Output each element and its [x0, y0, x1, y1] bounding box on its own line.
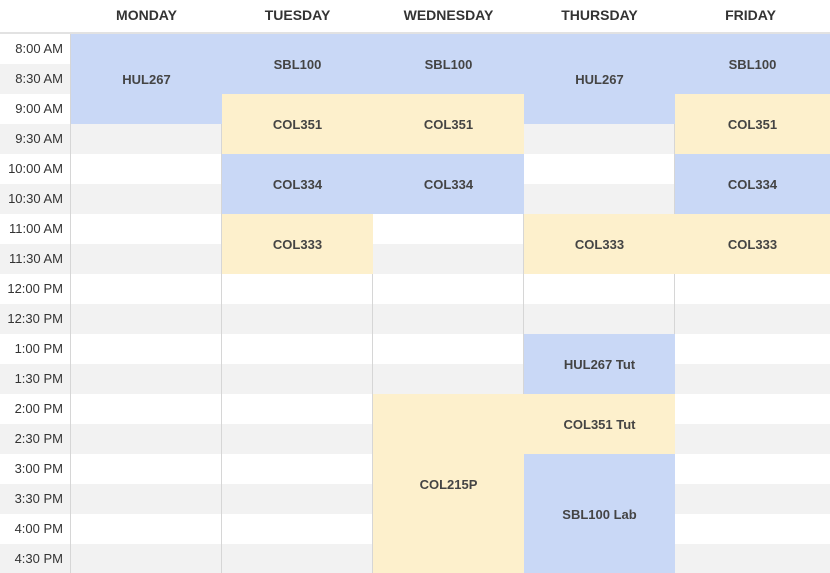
time-label: 4:00 PM	[14, 521, 63, 536]
time-label: 1:30 PM	[14, 371, 63, 386]
class-block-col351[interactable]: COL351	[222, 94, 373, 154]
class-label: COL334	[727, 176, 778, 192]
class-block-hul267[interactable]: HUL267	[524, 34, 675, 124]
class-block-col351[interactable]: COL351	[373, 94, 524, 154]
class-label: COL351 Tut	[563, 416, 636, 432]
class-block-col333[interactable]: COL333	[675, 214, 830, 274]
time-row	[0, 334, 830, 364]
class-block-col333[interactable]: COL333	[222, 214, 373, 274]
class-label: COL334	[272, 176, 323, 192]
class-label: COL351	[727, 116, 778, 132]
day-header-thursday: THURSDAY	[561, 7, 638, 23]
day-header-wednesday: WEDNESDAY	[403, 7, 494, 23]
class-block-sbl100[interactable]: SBL100	[675, 34, 830, 94]
day-header-monday: MONDAY	[116, 7, 177, 23]
class-block-sbl100[interactable]: SBL100	[222, 34, 373, 94]
time-row	[0, 364, 830, 394]
time-label: 10:30 AM	[8, 191, 63, 206]
class-label: SBL100	[273, 56, 322, 72]
day-header-tuesday: TUESDAY	[264, 7, 331, 23]
class-block-sbl100-lab[interactable]: SBL100 Lab	[524, 454, 675, 573]
column-divider	[221, 34, 222, 573]
time-row	[0, 274, 830, 304]
class-label: COL333	[272, 236, 323, 252]
time-label: 2:30 PM	[14, 431, 63, 446]
time-label: 12:00 PM	[7, 281, 63, 296]
time-label: 9:00 AM	[15, 101, 63, 116]
column-divider	[70, 34, 71, 573]
time-label: 11:00 AM	[9, 221, 63, 236]
day-header-friday: FRIDAY	[725, 7, 776, 23]
time-label: 8:30 AM	[15, 71, 63, 86]
class-label: COL351	[423, 116, 474, 132]
time-label: 8:00 AM	[15, 41, 63, 56]
class-block-col334[interactable]: COL334	[675, 154, 830, 214]
class-block-hul267[interactable]: HUL267	[71, 34, 222, 124]
class-block-col334[interactable]: COL334	[222, 154, 373, 214]
header-divider	[0, 32, 830, 34]
time-label: 12:30 PM	[7, 311, 63, 326]
class-label: COL333	[727, 236, 778, 252]
class-label: SBL100 Lab	[562, 506, 637, 522]
class-block-col351-tut[interactable]: COL351 Tut	[524, 394, 675, 454]
class-block-col215p[interactable]: COL215P	[373, 394, 524, 573]
class-label: COL215P	[419, 476, 478, 492]
class-block-col333[interactable]: COL333	[524, 214, 675, 274]
time-label: 9:30 AM	[15, 131, 63, 146]
time-label: 3:00 PM	[14, 461, 63, 476]
time-label: 10:00 AM	[8, 161, 63, 176]
class-block-sbl100[interactable]: SBL100	[373, 34, 524, 94]
class-label: HUL267	[122, 71, 171, 87]
time-label: 3:30 PM	[14, 491, 63, 506]
class-label: SBL100	[728, 56, 777, 72]
time-label: 2:00 PM	[14, 401, 63, 416]
class-label: HUL267	[575, 71, 624, 87]
time-row	[0, 304, 830, 334]
column-divider	[674, 34, 675, 573]
class-label: COL333	[574, 236, 625, 252]
class-label: COL334	[423, 176, 474, 192]
time-label: 11:30 AM	[9, 251, 63, 266]
column-divider	[523, 34, 524, 573]
column-divider	[372, 34, 373, 573]
time-label: 1:00 PM	[14, 341, 63, 356]
class-label: SBL100	[424, 56, 473, 72]
class-label: HUL267 Tut	[563, 356, 636, 372]
class-label: COL351	[272, 116, 323, 132]
class-block-col334[interactable]: COL334	[373, 154, 524, 214]
class-block-hul267-tut[interactable]: HUL267 Tut	[524, 334, 675, 394]
class-block-col351[interactable]: COL351	[675, 94, 830, 154]
time-label: 4:30 PM	[14, 551, 63, 566]
